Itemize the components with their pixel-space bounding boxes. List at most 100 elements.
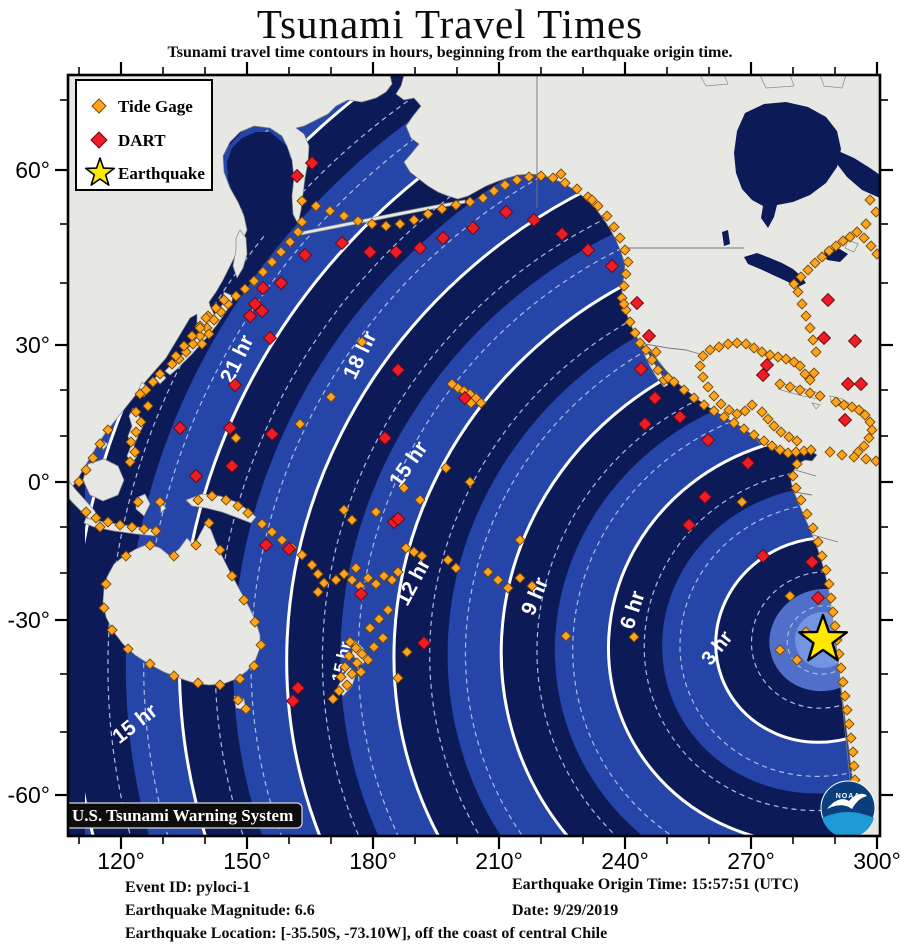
tide-gage-marker	[142, 400, 154, 412]
legend-dart-label: DART	[118, 131, 166, 150]
land-jamaica	[811, 402, 821, 410]
tide-gage-marker	[200, 312, 212, 324]
tide-gage-marker	[820, 564, 832, 576]
tide-gage-marker	[787, 470, 799, 482]
tide-gage-marker	[736, 496, 748, 508]
tide-gage-marker	[835, 662, 847, 674]
tide-gage-marker	[511, 174, 523, 186]
tide-gage-marker	[825, 592, 837, 604]
dart-marker	[242, 308, 258, 324]
dart-marker	[816, 330, 832, 346]
tide-gage-marker	[837, 235, 849, 247]
legend-dart-icon	[90, 131, 108, 149]
tide-gage-marker	[764, 349, 776, 361]
dart-marker	[647, 390, 663, 406]
lon-tick-label: 150°	[223, 848, 271, 874]
tide-gage-marker	[450, 199, 462, 211]
tide-gage-marker	[398, 482, 410, 494]
tide-gage-marker	[614, 232, 626, 244]
tide-gage-marker	[187, 338, 199, 350]
tide-gage-marker	[634, 337, 646, 349]
dart-marker	[353, 586, 369, 602]
tide-gage-marker	[526, 580, 538, 592]
tide-gage-marker	[792, 286, 804, 298]
tide-gage-marker	[248, 275, 260, 287]
lon-tick-label: 180°	[349, 848, 397, 874]
tide-gage-marker	[94, 521, 106, 533]
tide-gage-marker	[106, 624, 118, 636]
footer-magnitude: Earthquake Magnitude: 6.6	[125, 902, 315, 919]
tide-gage-marker	[646, 354, 658, 366]
tide-gage-marker	[126, 521, 138, 533]
legend-earthquake-icon	[84, 157, 116, 186]
dart-marker	[840, 376, 856, 392]
tide-gage-marker	[203, 517, 215, 529]
tide-gage-marker	[168, 670, 180, 682]
dart-marker	[377, 430, 393, 446]
footer-event-id: Event ID: pyloci-1	[125, 879, 251, 896]
tide-gage-marker	[436, 203, 448, 215]
dart-marker	[388, 244, 404, 260]
tide-gage-marker	[810, 346, 822, 358]
tide-gage-marker	[492, 574, 504, 586]
tide-gage-marker	[346, 668, 358, 680]
tide-gage-marker	[377, 632, 389, 644]
tide-gage-marker	[464, 196, 476, 208]
tide-gage-marker	[355, 666, 367, 678]
tide-gage-marker	[234, 673, 246, 685]
tide-gage-marker	[408, 214, 420, 226]
dart-marker	[247, 296, 263, 312]
tide-gage-marker	[150, 525, 162, 537]
tide-gage-marker	[339, 661, 351, 673]
tide-gage-marker	[708, 390, 720, 402]
tide-gage-marker	[170, 350, 182, 362]
tide-gage-marker	[147, 376, 159, 388]
tide-gage-marker	[845, 732, 857, 744]
dart-marker	[227, 377, 243, 393]
tide-gage-marker	[284, 236, 296, 248]
tide-gage-marker	[351, 657, 363, 669]
tide-gage-marker	[586, 194, 598, 206]
footer-origin-time: Earthquake Origin Time: 15:57:51 (UTC)	[512, 876, 799, 893]
map-legend: Tide Gage DART Earthquake	[75, 79, 213, 191]
dart-marker	[847, 333, 863, 349]
dart-marker	[435, 230, 451, 246]
dart-marker	[681, 517, 697, 533]
dart-marker	[262, 330, 278, 346]
tide-gage-marker	[555, 168, 567, 180]
tide-gage-marker	[346, 574, 358, 586]
tide-gage-marker	[804, 374, 816, 386]
tide-gage-marker	[702, 381, 714, 393]
tide-gage-marker	[362, 572, 374, 584]
dart-marker	[804, 554, 820, 570]
tide-gage-marker	[414, 494, 426, 506]
tide-gage-marker	[333, 685, 345, 697]
dart-marker	[304, 155, 320, 171]
tide-gage-marker	[125, 436, 137, 448]
tide-gage-marker	[713, 341, 725, 353]
tide-gage-marker	[378, 570, 390, 582]
tide-gage-marker	[330, 574, 342, 586]
land-arctic-island-3	[819, 75, 847, 89]
lon-tick-label: 300°	[853, 848, 900, 874]
tide-gage-marker	[382, 604, 394, 616]
tide-gage-marker	[310, 200, 322, 212]
tide-gage-marker	[688, 392, 700, 404]
tide-gage-marker	[356, 336, 368, 348]
tide-gage-marker	[559, 177, 571, 189]
tide-gage-marker	[731, 408, 743, 420]
tide-gage-marker	[401, 646, 413, 658]
tide-gage-marker	[266, 256, 278, 268]
tide-gage-marker	[715, 398, 727, 410]
tide-gage-marker	[346, 514, 358, 526]
tide-gage-marker	[697, 371, 709, 383]
map-frame	[66, 73, 882, 838]
tide-gage-marker	[122, 643, 134, 655]
tide-gage-marker	[858, 232, 870, 244]
tide-gage-marker	[341, 679, 353, 691]
tide-gage-marker	[206, 490, 218, 502]
tide-gage-marker	[790, 482, 802, 494]
tide-gage-marker	[823, 578, 835, 590]
tide-gage-marker	[338, 504, 350, 516]
tide-gage-marker	[394, 218, 406, 230]
